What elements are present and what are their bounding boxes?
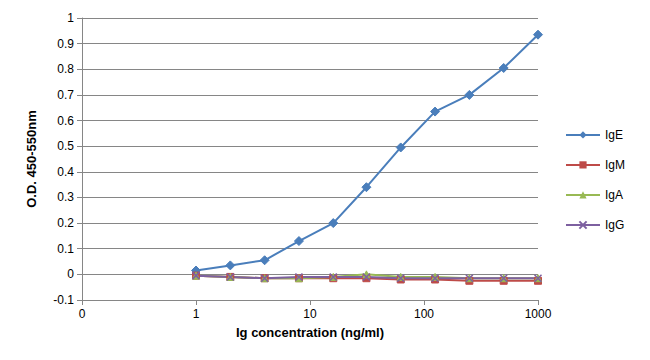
svg-text:0.8: 0.8	[57, 62, 74, 76]
svg-text:IgG: IgG	[605, 218, 624, 232]
svg-text:0.6: 0.6	[57, 114, 74, 128]
svg-text:100: 100	[414, 307, 434, 321]
svg-text:Ig concentration (ng/ml): Ig concentration (ng/ml)	[236, 325, 384, 340]
svg-text:0.1: 0.1	[57, 242, 74, 256]
svg-text:0: 0	[67, 267, 74, 281]
svg-text:O.D. 450-550nm: O.D. 450-550nm	[24, 110, 39, 208]
svg-text:0.4: 0.4	[57, 165, 74, 179]
svg-text:0: 0	[79, 307, 86, 321]
svg-text:0.5: 0.5	[57, 139, 74, 153]
svg-text:IgM: IgM	[605, 158, 625, 172]
svg-text:0.7: 0.7	[57, 88, 74, 102]
svg-text:IgA: IgA	[605, 188, 623, 202]
svg-text:1: 1	[67, 11, 74, 25]
svg-text:IgE: IgE	[605, 128, 623, 142]
svg-text:0.3: 0.3	[57, 190, 74, 204]
svg-text:0.9: 0.9	[57, 37, 74, 51]
svg-text:10: 10	[303, 307, 317, 321]
svg-text:-0.1: -0.1	[53, 293, 74, 307]
svg-text:0.2: 0.2	[57, 216, 74, 230]
svg-text:1: 1	[193, 307, 200, 321]
svg-text:1000: 1000	[525, 307, 552, 321]
